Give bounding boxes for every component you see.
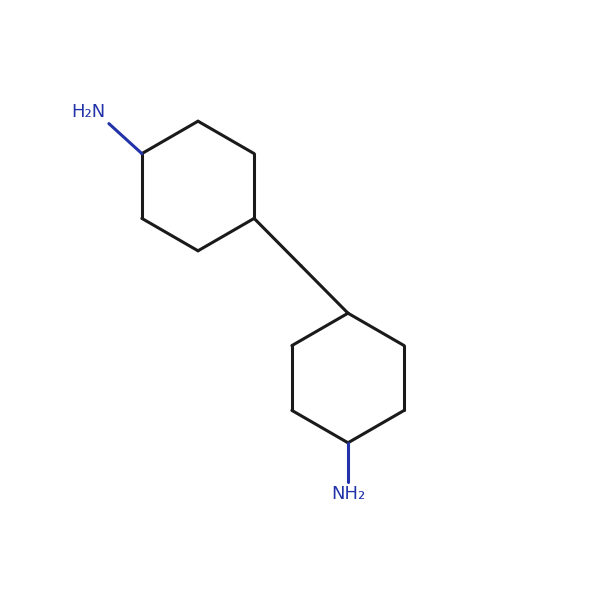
Text: NH₂: NH₂	[331, 485, 365, 503]
Text: H₂N: H₂N	[71, 103, 106, 121]
